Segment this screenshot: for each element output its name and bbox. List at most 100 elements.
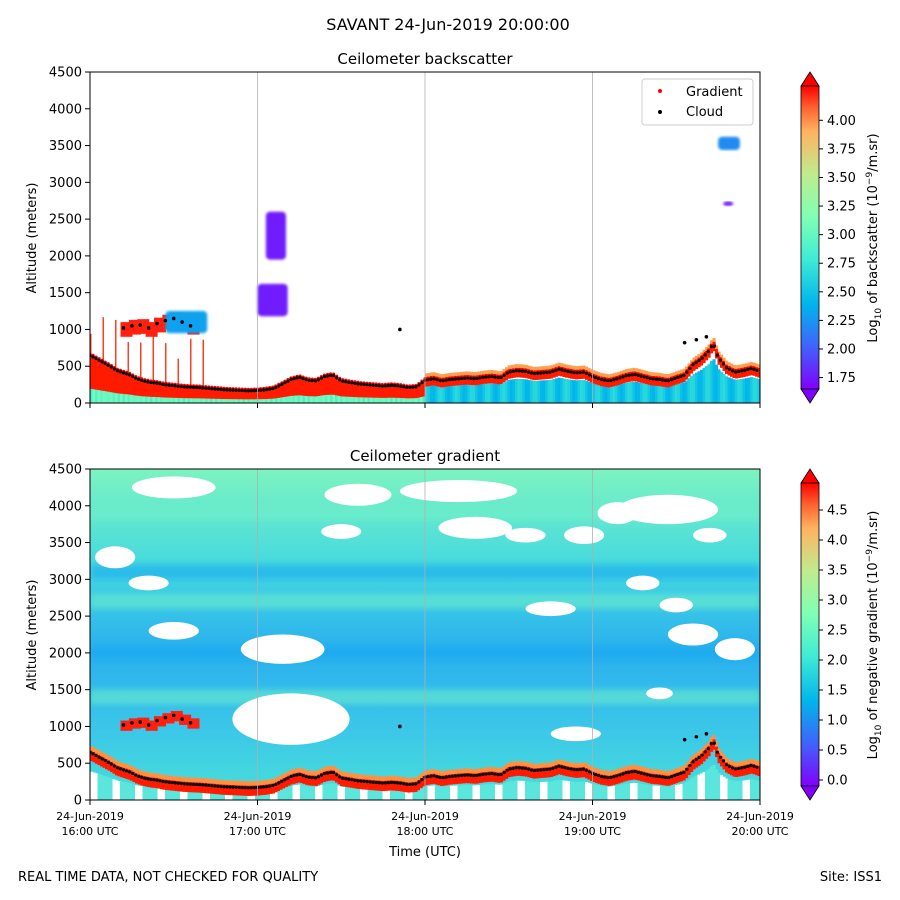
- backscatter-column: [650, 375, 654, 386]
- cloud-point: [161, 779, 165, 784]
- gradient-column: [695, 775, 699, 800]
- backscatter-column: [717, 351, 721, 356]
- cloud-point: [392, 781, 397, 785]
- backscatter-column: [545, 380, 549, 403]
- cloud-point: [207, 386, 211, 391]
- gradient-column: [557, 779, 561, 800]
- backscatter-column: [440, 377, 444, 388]
- backscatter-column: [650, 384, 654, 403]
- cloud-point: [325, 374, 330, 378]
- cloud-point: [730, 766, 735, 770]
- gradient-column: [442, 775, 446, 786]
- gradient-column: [495, 772, 499, 783]
- gradient-column: [220, 791, 224, 800]
- gradient-column: [565, 761, 569, 766]
- gradient-column: [287, 786, 291, 800]
- backscatter-column: [545, 365, 549, 370]
- cloud-point: [146, 326, 151, 330]
- gradient-column: [532, 768, 536, 779]
- gradient-column: [400, 776, 404, 782]
- gradient-column: [755, 780, 759, 800]
- gradient-column: [607, 786, 611, 800]
- gradient-column: [322, 771, 326, 783]
- gradient-column: [612, 774, 616, 785]
- backscatter-column: [575, 369, 579, 380]
- cloud-point: [304, 378, 308, 382]
- cloud-point: [414, 782, 418, 786]
- gradient-column: [240, 792, 244, 800]
- backscatter-column: [567, 364, 571, 369]
- backscatter-column: [617, 375, 621, 385]
- backscatter-column: [222, 389, 226, 400]
- gradient-column: [545, 767, 549, 778]
- gradient-column: [350, 787, 354, 800]
- backscatter-column: [665, 386, 669, 403]
- backscatter-column: [552, 368, 556, 378]
- gradient-column: [727, 779, 731, 800]
- cloud-point: [137, 774, 141, 778]
- backscatter-column: [752, 377, 756, 403]
- gradient-column: [517, 765, 521, 776]
- gradient-column: [275, 777, 279, 783]
- backscatter-column: [755, 367, 759, 377]
- backscatter-column: [702, 353, 706, 363]
- cloud-point: [609, 775, 613, 780]
- cloud-point: [100, 757, 104, 761]
- cloud-point: [380, 781, 384, 785]
- gradient-column: [240, 780, 244, 786]
- gradient-column: [555, 764, 559, 776]
- cloud-point: [478, 773, 482, 777]
- backscatter-column: [532, 366, 536, 371]
- backscatter-column: [417, 385, 421, 398]
- cloud-point: [487, 772, 491, 776]
- gradient-column: [590, 770, 594, 781]
- backscatter-column: [637, 368, 641, 373]
- backscatter-column: [580, 365, 584, 370]
- gradient-column: [600, 774, 604, 785]
- cloud-point: [700, 356, 704, 360]
- gradient-column: [455, 773, 459, 785]
- backscatter-column: [630, 371, 634, 382]
- gradient-column: [560, 760, 564, 765]
- gradient-column: [477, 785, 481, 800]
- backscatter-column: [462, 375, 466, 385]
- backscatter-column: [100, 361, 104, 391]
- backscatter-column: [497, 384, 501, 403]
- gradient-column: [640, 783, 644, 800]
- backscatter-column: [115, 319, 117, 371]
- gradient-column: [302, 773, 306, 784]
- cloud-point: [121, 723, 126, 727]
- gradient-colorbar: 0.00.51.01.52.02.53.03.54.04.5 Log10 of …: [800, 468, 884, 801]
- gradient-column: [280, 779, 284, 790]
- missing-data-gap: [525, 601, 576, 617]
- cloud-point: [704, 335, 709, 339]
- backscatter-column: [465, 384, 469, 403]
- gradient-column: [417, 775, 421, 780]
- cloud-point: [213, 784, 217, 788]
- ytick-label: 500: [57, 360, 82, 375]
- backscatter-column: [575, 380, 579, 403]
- missing-data-gap: [321, 524, 362, 539]
- backscatter-column: [552, 364, 556, 369]
- cloud-point: [118, 370, 123, 374]
- gradient-column: [247, 792, 251, 800]
- gradient-column: [552, 765, 556, 777]
- gradient-column: [220, 779, 224, 785]
- legend-gradient-label: Gradient: [686, 85, 743, 100]
- backscatter-column: [550, 379, 554, 403]
- gradient-column: [100, 751, 104, 757]
- gradient-column: [712, 764, 716, 800]
- gradient-column: [440, 775, 444, 786]
- cloud-point: [112, 764, 116, 768]
- gradient-column: [415, 777, 419, 782]
- backscatter-column: [647, 375, 651, 385]
- backscatter-column: [432, 375, 436, 386]
- backscatter-column: [492, 370, 496, 374]
- colorbar-tick-label: 4.00: [827, 114, 856, 129]
- backscatter-column: [597, 384, 601, 403]
- gradient-column: [365, 774, 369, 780]
- cloud-point: [642, 375, 646, 379]
- gradient-column: [152, 777, 156, 788]
- cloud-point: [374, 383, 378, 388]
- gradient-column: [297, 784, 301, 800]
